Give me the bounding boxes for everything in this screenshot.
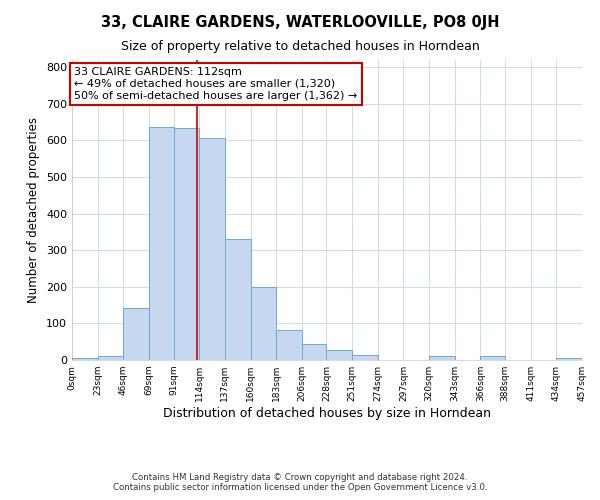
Text: Size of property relative to detached houses in Horndean: Size of property relative to detached ho… xyxy=(121,40,479,53)
Bar xyxy=(429,356,455,360)
Bar xyxy=(173,128,199,360)
Bar xyxy=(302,344,326,360)
Bar xyxy=(98,356,124,360)
Bar xyxy=(276,330,302,360)
Bar xyxy=(225,238,251,360)
Bar xyxy=(481,356,505,360)
Bar xyxy=(326,350,352,360)
Bar xyxy=(251,287,276,360)
X-axis label: Distribution of detached houses by size in Horndean: Distribution of detached houses by size … xyxy=(163,407,491,420)
Bar xyxy=(124,308,149,360)
Bar xyxy=(199,138,225,360)
Bar xyxy=(149,128,173,360)
Bar xyxy=(72,358,98,360)
Text: Contains HM Land Registry data © Crown copyright and database right 2024.
Contai: Contains HM Land Registry data © Crown c… xyxy=(113,473,487,492)
Text: 33 CLAIRE GARDENS: 112sqm
← 49% of detached houses are smaller (1,320)
50% of se: 33 CLAIRE GARDENS: 112sqm ← 49% of detac… xyxy=(74,68,358,100)
Bar xyxy=(352,355,378,360)
Y-axis label: Number of detached properties: Number of detached properties xyxy=(28,117,40,303)
Bar xyxy=(556,358,582,360)
Text: 33, CLAIRE GARDENS, WATERLOOVILLE, PO8 0JH: 33, CLAIRE GARDENS, WATERLOOVILLE, PO8 0… xyxy=(101,15,499,30)
